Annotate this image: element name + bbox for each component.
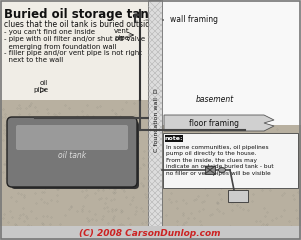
- Ellipse shape: [219, 168, 225, 173]
- Text: note:: note:: [165, 136, 183, 141]
- Text: to
furnace: to furnace: [225, 174, 251, 187]
- FancyBboxPatch shape: [7, 117, 137, 187]
- Polygon shape: [205, 166, 215, 174]
- Text: In some communities, oil pipelines
pump oil directly to the house.
From the insi: In some communities, oil pipelines pump …: [166, 145, 274, 176]
- Bar: [162, 125, 301, 240]
- Text: vent
pipe: vent pipe: [114, 28, 130, 41]
- Text: oil filter: oil filter: [230, 168, 257, 174]
- Bar: [0, 226, 301, 240]
- Text: clues that the oil tank is buried outside:: clues that the oil tank is buried outsid…: [4, 20, 157, 29]
- Text: oil tank: oil tank: [58, 150, 86, 160]
- FancyBboxPatch shape: [165, 135, 183, 142]
- Text: (C) 2008 CarsonDunlop.com: (C) 2008 CarsonDunlop.com: [79, 228, 221, 238]
- Text: wall framing: wall framing: [170, 16, 218, 24]
- Text: Buried oil storage tank: Buried oil storage tank: [4, 8, 157, 21]
- Text: - pipe with oil filter and/or shut off valve
  emerging from foundation wall: - pipe with oil filter and/or shut off v…: [4, 36, 145, 49]
- Text: floor framing: floor framing: [189, 119, 239, 127]
- Text: C foundation wall  D: C foundation wall D: [154, 88, 159, 152]
- Bar: [162, 0, 301, 125]
- FancyBboxPatch shape: [16, 125, 128, 150]
- Bar: [228, 190, 248, 202]
- Text: basement: basement: [196, 96, 234, 104]
- FancyBboxPatch shape: [11, 121, 139, 189]
- Text: shut off
valve: shut off valve: [212, 150, 239, 163]
- Text: - filler pipe and/or vent pipe is not right
  next to the wall: - filler pipe and/or vent pipe is not ri…: [4, 50, 142, 64]
- Bar: [0, 100, 148, 240]
- Bar: [163, 133, 298, 188]
- Text: - you can't find one inside: - you can't find one inside: [4, 29, 95, 35]
- Text: oil
pipe: oil pipe: [33, 80, 48, 93]
- Polygon shape: [164, 115, 274, 131]
- Bar: [148, 0, 162, 240]
